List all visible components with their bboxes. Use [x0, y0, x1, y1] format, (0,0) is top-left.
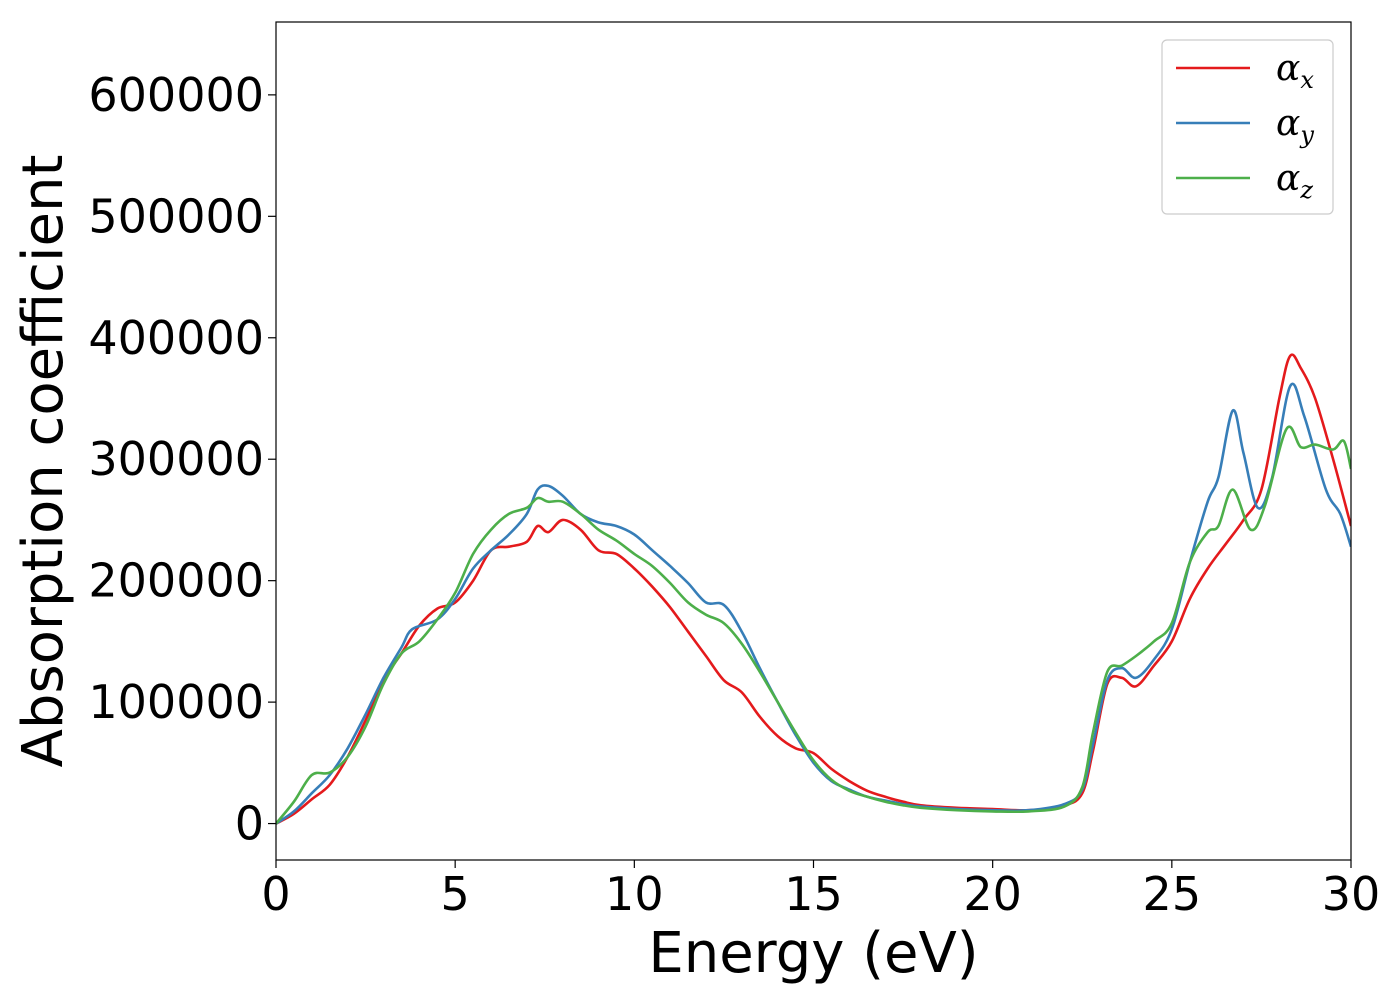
- x-tick-label: 0: [261, 867, 290, 921]
- x-axis-title: Energy (eV): [648, 921, 978, 986]
- legend-label-x: αx: [1276, 48, 1314, 94]
- legend-box: [1161, 39, 1334, 215]
- x-tick-label: 20: [963, 867, 1022, 921]
- y-axis-ticks: 0 100000 200000 300000 400000 500000 600000: [88, 68, 276, 851]
- x-tick-label: 30: [1322, 867, 1381, 921]
- series-layer: [276, 353, 1351, 825]
- y-tick-label: 200000: [88, 554, 264, 608]
- x-tick-label: 10: [605, 867, 664, 921]
- series-line-x: [276, 353, 1351, 825]
- series-line-y: [276, 382, 1351, 825]
- x-tick-label: 15: [784, 867, 843, 921]
- y-tick-label: 300000: [88, 432, 264, 486]
- series-line-z: [276, 425, 1351, 825]
- y-tick-label: 400000: [88, 311, 264, 365]
- y-tick-label: 100000: [88, 675, 264, 729]
- y-axis-title: Absorption coefficient: [11, 155, 76, 768]
- plot-frame: [275, 21, 1352, 861]
- y-tick-label: 600000: [88, 68, 264, 122]
- x-tick-label: 25: [1143, 867, 1202, 921]
- x-tick-label: 5: [441, 867, 470, 921]
- y-tick-label: 500000: [88, 189, 264, 243]
- x-axis-ticks: 0 5 10 15 20 25 30: [261, 860, 1380, 921]
- y-tick-label: 0: [235, 797, 264, 851]
- legend-label-y: αy: [1276, 103, 1314, 149]
